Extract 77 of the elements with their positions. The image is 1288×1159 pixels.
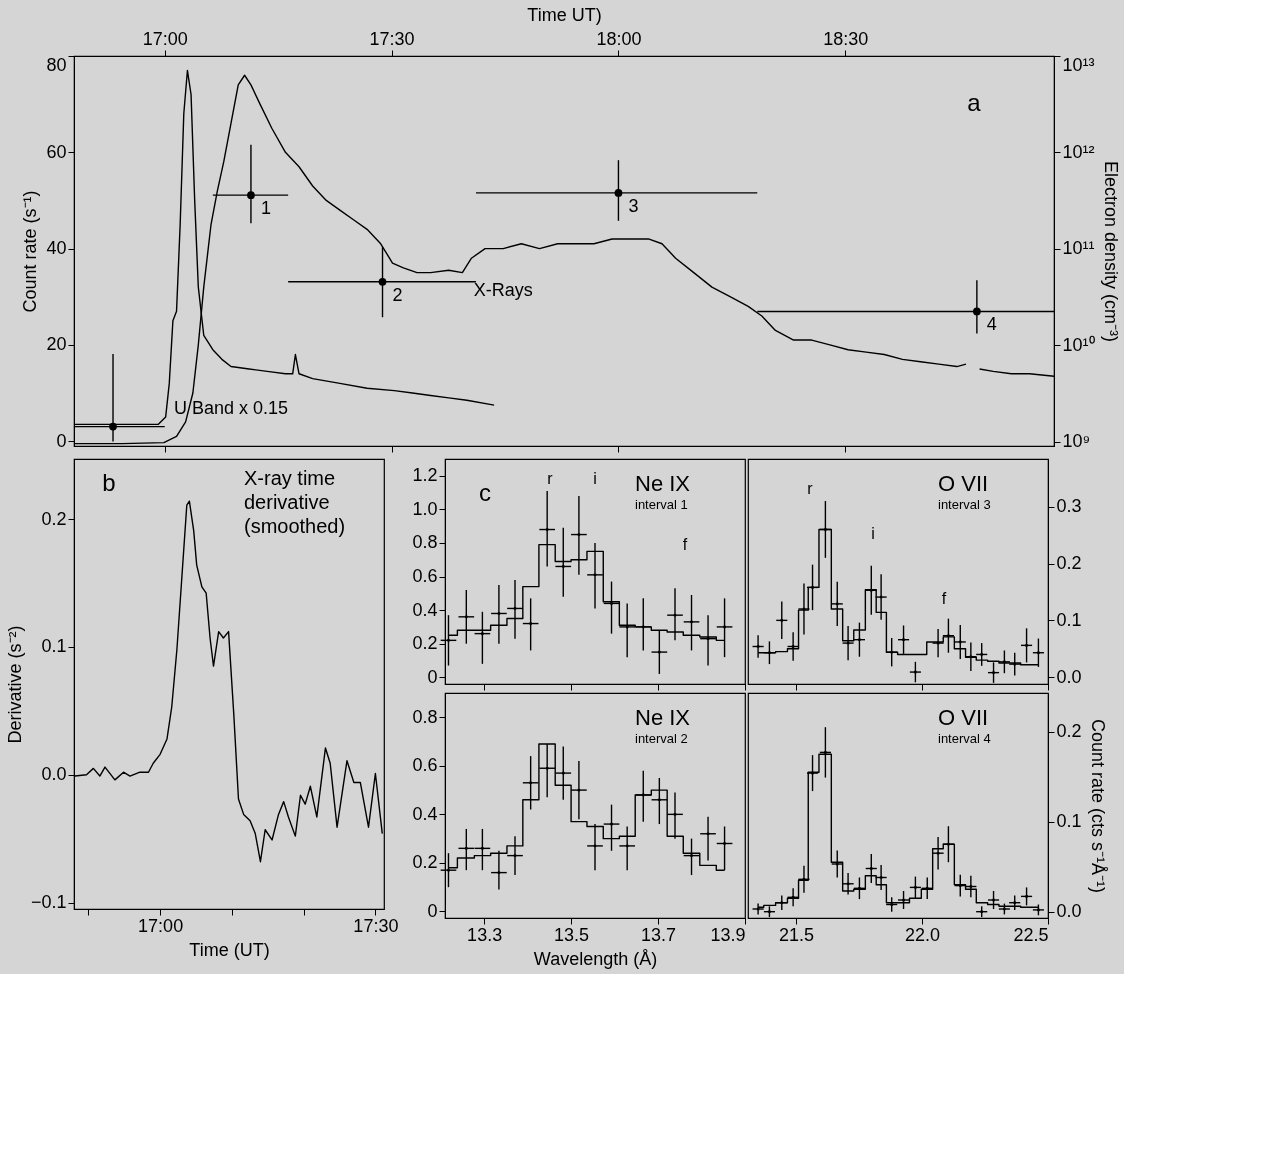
y-axis-title: Count rate (s⁻¹) <box>20 190 41 313</box>
annotation: X-ray time derivative (smoothed) <box>244 467 346 537</box>
y-tick-label: 0.2 <box>1056 721 1082 742</box>
annotation: b <box>102 469 116 496</box>
x-tick-label: 13.5 <box>554 924 590 945</box>
y-tick-label: 0.2 <box>412 633 438 654</box>
annotation: a <box>967 89 982 116</box>
y-tick-label: 60 <box>46 141 67 162</box>
y-tick-label: 20 <box>46 334 67 355</box>
y-tick-label: 1.0 <box>412 498 438 519</box>
x-tick-label: 13.3 <box>467 924 503 945</box>
x-tick-label: 21.5 <box>778 924 814 945</box>
x-tick-label: 17:30 <box>369 28 415 49</box>
y-tick-label: 0.2 <box>41 508 67 529</box>
y-tick-label: 0.8 <box>412 532 438 553</box>
y-tick-label: −0.1 <box>30 892 67 913</box>
annotation: interval 3 <box>938 497 991 512</box>
annotation: 3 <box>628 195 639 216</box>
annotation: interval 2 <box>635 731 688 746</box>
y-tick-label: 0.8 <box>412 706 438 727</box>
y2-axis-title: Electron density (cm⁻³) <box>1100 160 1121 343</box>
x-tick-label: 13.9 <box>710 924 746 945</box>
y-axis-title: Count rate (cts s⁻¹Å⁻¹) <box>1087 718 1108 894</box>
y-tick-label: 0.4 <box>412 599 438 620</box>
x-tick-label: 18:30 <box>823 28 869 49</box>
y-tick-label: 0.0 <box>1056 666 1082 687</box>
annotation: 2 <box>392 284 403 305</box>
x-tick-label: 13.7 <box>641 924 677 945</box>
annotation: f <box>941 590 947 607</box>
x-tick-label: 18:00 <box>596 28 642 49</box>
x-axis-title: Time UT) <box>527 4 602 25</box>
annotation: i <box>593 470 597 487</box>
x-tick-label: 17:00 <box>142 28 188 49</box>
y2-tick-label: 10¹³ <box>1062 54 1095 75</box>
y-tick-label: 0.6 <box>412 755 438 776</box>
y-tick-label: 0.2 <box>412 852 438 873</box>
annotation: O VII <box>938 705 989 730</box>
y2-tick-label: 10⁹ <box>1062 431 1091 452</box>
y2-tick-label: 10¹¹ <box>1062 238 1095 259</box>
y-tick-label: 0.3 <box>1056 496 1082 517</box>
y-tick-label: 40 <box>46 238 67 259</box>
y2-tick-label: 10¹⁰ <box>1062 334 1095 355</box>
y-tick-label: 0 <box>427 666 438 687</box>
series-label: U Band x 0.15 <box>173 397 289 418</box>
annotation: Ne IX <box>635 705 691 730</box>
x-tick-label: 22.0 <box>904 924 940 945</box>
x-axis-title: Wavelength (Å) <box>533 948 658 969</box>
y-tick-label: 0.1 <box>41 636 67 657</box>
y-tick-label: 0.2 <box>1056 553 1082 574</box>
annotation: c <box>479 479 491 506</box>
annotation: 1 <box>260 198 271 219</box>
x-tick-label: 17:30 <box>353 915 399 936</box>
annotation: Ne IX <box>635 471 691 496</box>
y-tick-label: 80 <box>46 54 67 75</box>
y-tick-label: 0.0 <box>1056 901 1082 922</box>
y-tick-label: 0.6 <box>412 566 438 587</box>
annotation: O VII <box>938 471 989 496</box>
x-tick-label: 17:00 <box>138 915 184 936</box>
annotation: interval 1 <box>635 497 688 512</box>
x-axis-title: Time (UT) <box>189 939 270 960</box>
y-tick-label: 0.1 <box>1056 609 1082 630</box>
y-tick-label: 0.0 <box>41 764 67 785</box>
annotation: r <box>807 480 814 497</box>
annotation: interval 4 <box>938 731 991 746</box>
y-tick-label: 0 <box>427 900 438 921</box>
annotation: 4 <box>986 314 997 335</box>
y2-tick-label: 10¹² <box>1062 141 1095 162</box>
y-tick-label: 1.2 <box>412 465 438 486</box>
x-tick-label: 22.5 <box>1013 924 1049 945</box>
y-tick-label: 0.4 <box>412 803 438 824</box>
series-label: X-Rays <box>473 279 533 300</box>
annotation: r <box>547 470 554 487</box>
annotation: i <box>871 525 875 542</box>
annotation: f <box>682 536 688 553</box>
y-tick-label: 0 <box>56 430 67 451</box>
y-axis-title: Derivative (s⁻²) <box>4 625 25 744</box>
y-tick-label: 0.1 <box>1056 811 1082 832</box>
